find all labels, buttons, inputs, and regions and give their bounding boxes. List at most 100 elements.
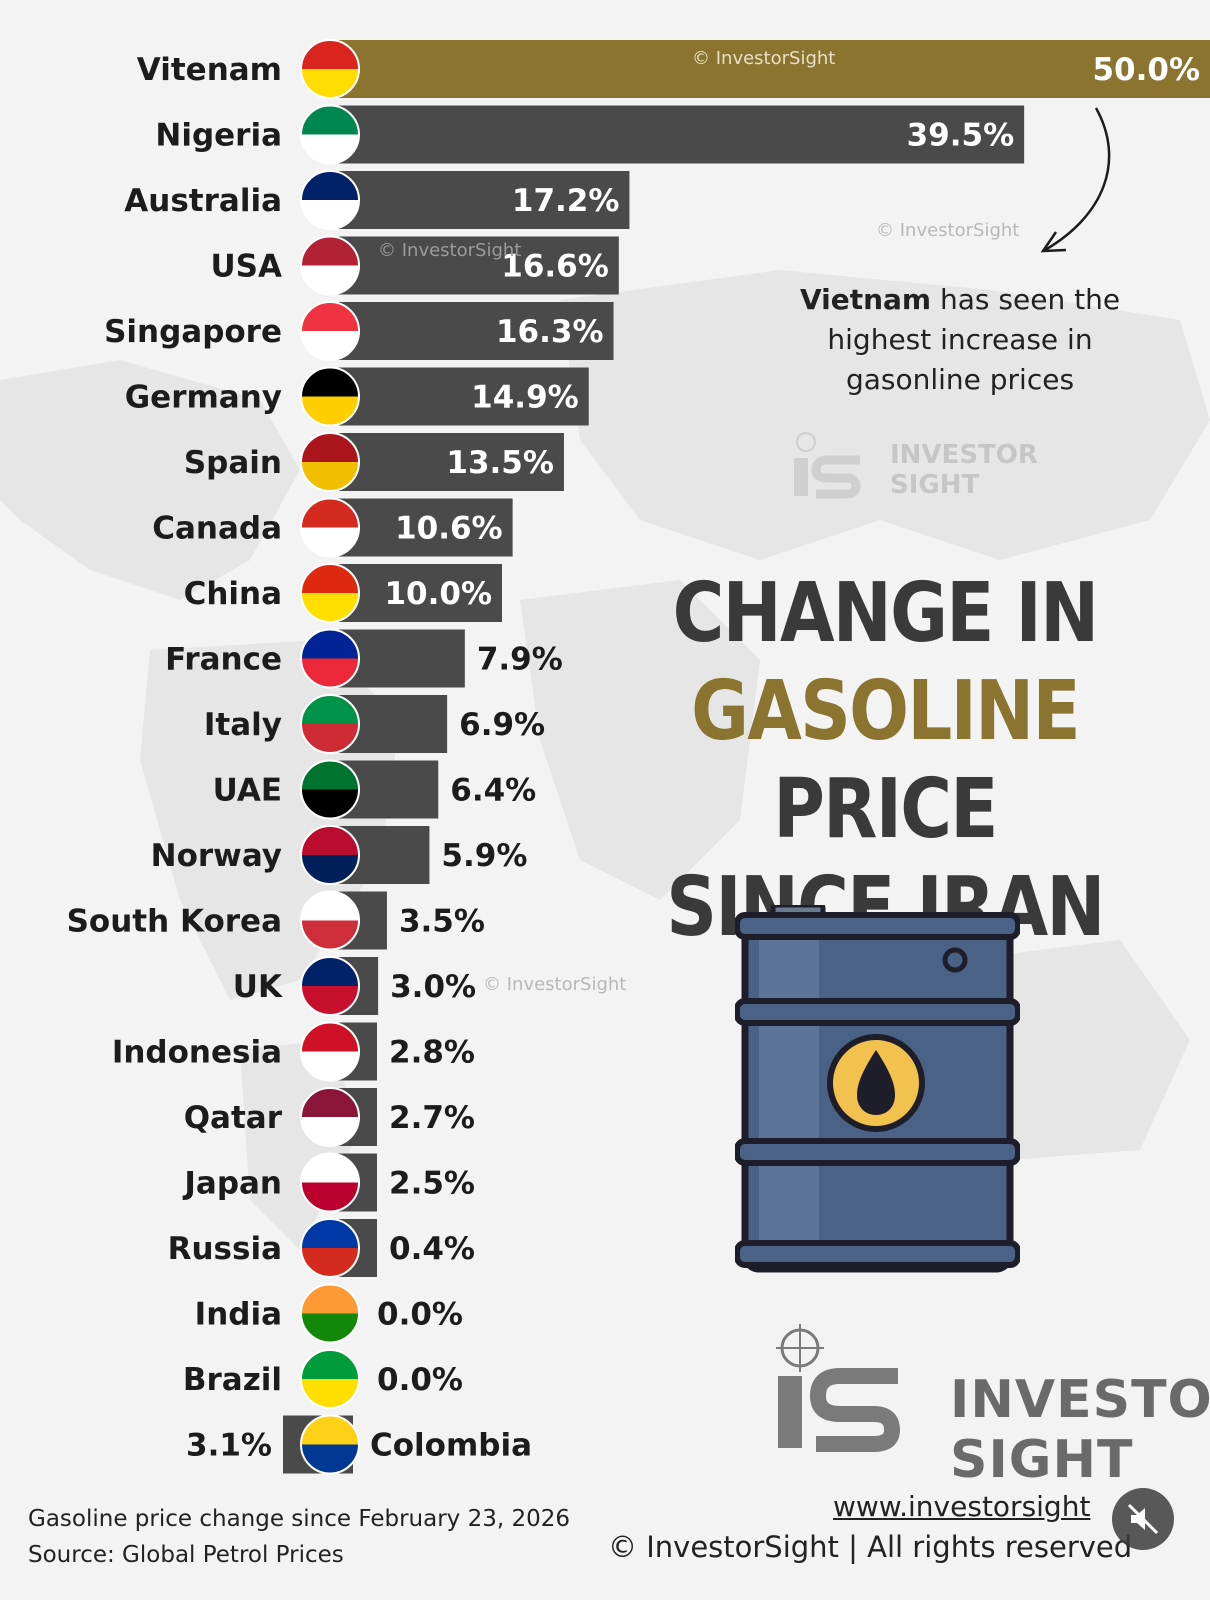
title-word-price: PRICE [773, 762, 998, 857]
annotation-arrow [1044, 107, 1111, 252]
category-label: Indonesia [112, 1035, 282, 1071]
bar [325, 433, 564, 491]
flag-ring [300, 1349, 360, 1409]
annotation-bold: Vietnam [799, 283, 932, 316]
category-label: Qatar [184, 1100, 283, 1136]
flag-ring [300, 432, 360, 492]
category-label: China [184, 576, 282, 612]
flag-ring [300, 628, 360, 689]
flag-ring [300, 235, 360, 296]
investorsight-logo [776, 1324, 901, 1452]
value-label: 2.8% [389, 1035, 475, 1071]
copyright-notice: © InvestorSight | All rights reserved [608, 1530, 1133, 1564]
flag-clip [301, 1088, 359, 1146]
flag-ring [300, 563, 360, 623]
brand-name-line2: SIGHT [950, 1430, 1134, 1490]
oil-barrel-icon [735, 905, 1020, 1273]
value-label: 13.5% [446, 445, 554, 481]
bar [325, 367, 589, 426]
category-label: USA [211, 249, 283, 285]
flag-clip [301, 498, 359, 557]
country-flag-icon [300, 694, 360, 754]
bar [325, 302, 614, 360]
bar [325, 105, 1025, 164]
bar [325, 236, 619, 295]
flag-ring [300, 1087, 360, 1147]
flag-clip [301, 1284, 359, 1343]
country-flag-icon [300, 170, 360, 230]
flag-ring [300, 301, 360, 361]
value-label: 3.1% [186, 1428, 272, 1464]
muted-speaker-icon [1127, 1503, 1159, 1535]
investorsight-logo-small [794, 432, 861, 499]
country-flag-icon [300, 1414, 360, 1475]
flag-ring [300, 759, 360, 820]
category-label: Canada [152, 511, 282, 547]
value-label: 0.4% [389, 1231, 475, 1267]
category-label: Singapore [104, 314, 282, 350]
category-label: Australia [124, 183, 282, 219]
category-label: Japan [182, 1166, 282, 1202]
value-label: 7.9% [477, 642, 563, 678]
mute-button[interactable] [1112, 1488, 1174, 1550]
category-label: UK [233, 969, 283, 1005]
category-label: Brazil [183, 1362, 282, 1398]
category-label: Norway [151, 838, 282, 874]
footnote-date: Gasoline price change since February 23,… [28, 1506, 571, 1532]
flag-clip [301, 1219, 359, 1277]
category-label: South Korea [67, 904, 282, 940]
country-flag-icon [300, 1087, 360, 1147]
flag-ring [300, 104, 360, 165]
value-label: 39.5% [907, 118, 1015, 154]
value-label: 50.0% [1092, 52, 1200, 88]
watermark: © InvestorSight [378, 240, 522, 261]
category-label: UAE [213, 773, 282, 809]
bar [325, 171, 630, 229]
country-flag-icon [300, 825, 360, 885]
flag-clip [301, 826, 359, 884]
website-link[interactable]: www.investorsight [833, 1490, 1091, 1523]
watermark: © InvestorSight [483, 974, 627, 995]
country-flag-icon [300, 235, 360, 296]
brand-name-small: INVESTOR SIGHT [890, 440, 1038, 500]
category-label: India [195, 1297, 282, 1333]
flag-band [301, 1350, 359, 1379]
flag-ring [300, 1414, 360, 1475]
country-flag-icon [300, 39, 360, 99]
flag-ring [300, 890, 360, 951]
brand-name: INVESTOR SIGHT [950, 1370, 1210, 1490]
value-label: 0.0% [377, 1362, 463, 1398]
country-flag-icon [300, 759, 360, 820]
flag-clip [301, 629, 359, 688]
flag-ring [300, 1218, 360, 1278]
annotation-body: has seen the highest increase in gasonli… [827, 283, 1121, 396]
footnote-source: Source: Global Petrol Prices [28, 1542, 344, 1568]
country-flag-icon [300, 1218, 360, 1278]
brand-name-small-line2: SIGHT [890, 470, 980, 500]
value-label: 6.4% [450, 773, 536, 809]
flag-ring [300, 956, 360, 1016]
flag-ring [300, 39, 360, 99]
annotation-text: Vietnam has seen the highest increase in… [760, 280, 1160, 400]
annotation-arrow-head [1040, 231, 1067, 253]
flag-ring [300, 1152, 360, 1213]
flag-ring [300, 1021, 360, 1082]
country-flag-icon [300, 563, 360, 623]
value-label: 10.6% [395, 511, 503, 547]
flag-ring [300, 170, 360, 230]
value-label: 2.5% [389, 1166, 475, 1202]
watermark: © InvestorSight [692, 48, 836, 69]
country-flag-icon [300, 1152, 360, 1213]
value-label: 17.2% [512, 183, 620, 219]
title-line-1: CHANGE IN [672, 566, 1099, 661]
category-label: Russia [168, 1231, 282, 1267]
country-flag-icon [300, 628, 360, 689]
country-flag-icon [300, 1349, 360, 1409]
flag-band [301, 1284, 359, 1314]
country-flag-icon [300, 301, 360, 361]
bar-chart: Vitenam 50.0% Nigeria 39.5% Australia 17.2% US… [67, 39, 1210, 1475]
value-label: 2.7% [389, 1100, 475, 1136]
flag-ring [300, 1283, 360, 1344]
value-label: 3.5% [399, 904, 485, 940]
flag-ring [300, 497, 360, 558]
